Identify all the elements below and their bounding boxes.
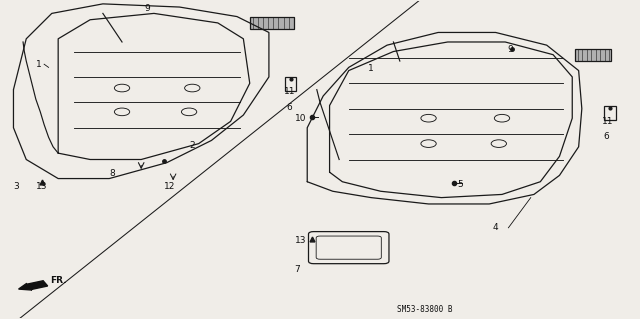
Text: 9: 9 (145, 4, 150, 13)
FancyBboxPatch shape (316, 236, 381, 259)
Text: 6: 6 (286, 103, 292, 112)
Text: FR.: FR. (50, 276, 67, 285)
Bar (285, 77, 296, 91)
Text: 1: 1 (36, 60, 42, 69)
Text: 3: 3 (13, 182, 19, 191)
Bar (575, 49, 611, 61)
Text: 9: 9 (507, 45, 513, 55)
Bar (604, 107, 616, 120)
Text: 1: 1 (368, 64, 374, 73)
FancyArrow shape (19, 281, 47, 290)
Text: 11: 11 (602, 117, 614, 126)
FancyBboxPatch shape (308, 232, 389, 264)
Text: 11: 11 (284, 87, 295, 96)
Text: 13: 13 (36, 182, 47, 191)
Bar (250, 17, 294, 29)
Text: 8: 8 (109, 169, 115, 178)
Text: 12: 12 (164, 182, 175, 191)
Text: 2: 2 (189, 141, 195, 150)
Text: 13: 13 (294, 236, 306, 245)
Text: 10: 10 (294, 114, 306, 123)
Text: 7: 7 (294, 264, 300, 274)
Text: 5: 5 (458, 181, 463, 189)
Text: SM53-83800 B: SM53-83800 B (397, 305, 452, 314)
Text: 6: 6 (604, 132, 609, 141)
Text: 4: 4 (492, 223, 498, 232)
